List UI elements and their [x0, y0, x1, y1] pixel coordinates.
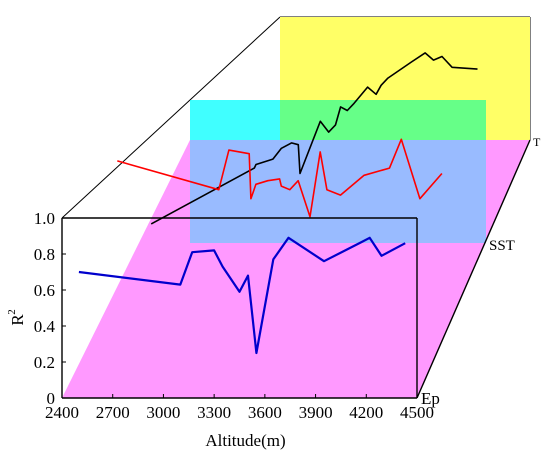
series-line-ep — [78, 236, 406, 355]
x-tick-label: 3000 — [146, 403, 180, 422]
y-tick-label: 0.8 — [34, 245, 55, 264]
x-tick-label: 2700 — [96, 403, 130, 422]
y-tick-label: 0.6 — [34, 281, 55, 300]
x-axis-label: Altitude(m) — [205, 431, 285, 450]
y-tick-label: 0.4 — [34, 317, 56, 336]
plane-label-ep: Ep — [421, 389, 440, 408]
labels-layer: 2400 2700 3000 3300 3600 3900 4200 4500 0 0.2 0.4 0… — [6, 135, 541, 450]
x-tick-label: 4500 — [400, 403, 434, 422]
series-line-t — [150, 52, 478, 225]
box-edge-depth-bottom-right — [416, 139, 531, 399]
lines-layer — [78, 52, 478, 355]
y-axis-label-superscript: 2 — [6, 309, 18, 315]
x-tick-label: 3900 — [299, 403, 333, 422]
y-tick-label: 1.0 — [34, 209, 55, 228]
x-tick-label: 3300 — [197, 403, 231, 422]
y-tick-label: 0 — [47, 389, 56, 408]
plane-label-t: T — [533, 135, 541, 149]
series-line-sst — [117, 138, 443, 218]
y-tick-label: 0.2 — [34, 353, 55, 372]
plane-overlap-sst-ep — [190, 140, 486, 243]
plane-label-sst: SST — [489, 238, 515, 254]
plane-overlap-sst-t — [280, 100, 486, 140]
x-tick-label: 3600 — [248, 403, 282, 422]
box-frame-front — [61, 139, 531, 399]
box-edge-back-top-left — [61, 16, 281, 219]
planes-layer — [62, 17, 530, 398]
x-tick-label: 2400 — [45, 403, 79, 422]
x-tick-label: 4200 — [349, 403, 383, 422]
ticks-layer — [61, 217, 418, 399]
y-axis-label: R — [8, 314, 27, 326]
